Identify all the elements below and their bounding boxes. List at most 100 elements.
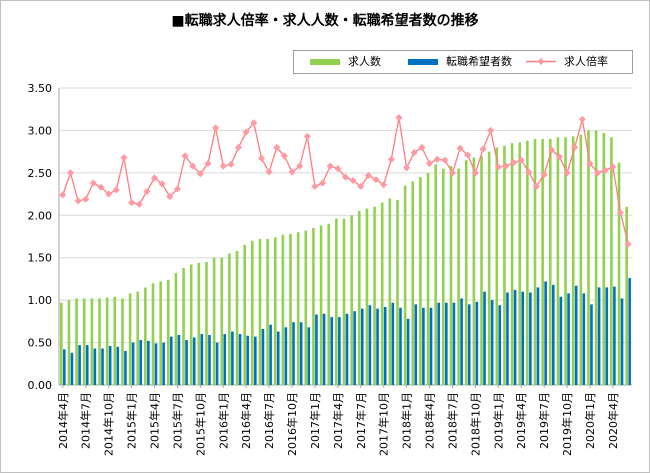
legend-label-ratio: 求人倍率 xyxy=(564,55,608,68)
bar-seekers xyxy=(238,334,242,385)
bar-jobs xyxy=(319,225,323,385)
bar-seekers xyxy=(445,302,448,385)
bar-jobs xyxy=(396,200,399,385)
bar-seekers xyxy=(406,318,410,385)
legend-label-seekers: 転職希望者数 xyxy=(446,55,512,68)
ratio-point xyxy=(143,187,151,196)
bar-jobs xyxy=(82,298,86,385)
bar-jobs xyxy=(526,140,529,385)
ratio-point xyxy=(609,163,617,171)
bar-jobs xyxy=(350,215,353,385)
bar-jobs xyxy=(90,298,94,385)
ratio-point xyxy=(433,155,441,163)
x-tick-label: 2017年10月 xyxy=(377,392,391,456)
chart-title: ■転職求人倍率・求人人数・転職希望者数の推移 xyxy=(171,13,479,29)
bar-jobs xyxy=(541,138,544,385)
x-tick-label: 2019年1月 xyxy=(491,392,505,449)
bar-jobs xyxy=(365,208,369,385)
bar-seekers xyxy=(208,334,211,385)
bar-jobs xyxy=(128,293,132,385)
bar-seekers xyxy=(376,308,379,385)
x-tick-label: 2016年10月 xyxy=(285,392,299,456)
ratio-point xyxy=(525,168,533,176)
x-tick-label: 2016年7月 xyxy=(262,392,276,449)
bar-seekers xyxy=(360,308,364,385)
ratio-point xyxy=(372,176,380,184)
bar-seekers xyxy=(169,336,173,385)
ratio-point xyxy=(555,153,563,161)
ratio-point xyxy=(189,162,197,170)
bar-jobs xyxy=(212,257,216,385)
ratio-point xyxy=(181,152,189,160)
bar-seekers xyxy=(353,311,356,385)
bar-jobs xyxy=(411,181,415,385)
bar-seekers xyxy=(254,336,257,385)
y-tick-label: 0.50 xyxy=(28,337,53,350)
bar-jobs xyxy=(67,300,71,385)
ratio-point xyxy=(319,179,327,187)
bar-seekers xyxy=(162,342,165,385)
bar-jobs xyxy=(518,142,522,385)
ratio-point xyxy=(219,162,227,170)
ratio-point xyxy=(242,128,250,136)
bar-seekers xyxy=(139,340,143,385)
bar-seekers xyxy=(414,304,418,385)
x-tick-label: 2015年1月 xyxy=(125,392,139,449)
bar-jobs xyxy=(487,151,491,385)
bar-seekers xyxy=(101,348,104,385)
ratio-point xyxy=(265,168,273,176)
bar-seekers xyxy=(429,307,433,385)
bar-jobs xyxy=(98,298,101,385)
bar-jobs xyxy=(434,164,437,385)
bar-seekers xyxy=(521,291,525,385)
x-tick-label: 2018年10月 xyxy=(468,392,482,456)
y-tick-label: 1.50 xyxy=(28,252,53,265)
bar-seekers xyxy=(154,343,158,385)
legend-swatch-jobs xyxy=(310,59,340,65)
bar-seekers xyxy=(299,322,303,385)
ratio-point xyxy=(349,176,357,185)
bar-seekers xyxy=(276,331,280,385)
ratio-point xyxy=(89,179,97,187)
bar-jobs xyxy=(75,298,78,385)
ratio-point xyxy=(303,132,311,140)
ratio-point xyxy=(578,115,586,123)
ratio-point xyxy=(334,165,342,173)
ratio-point xyxy=(548,146,556,154)
ratio-point xyxy=(387,155,395,163)
bar-seekers xyxy=(483,291,486,385)
bar-seekers xyxy=(185,340,188,385)
bar-seekers xyxy=(78,345,81,385)
ratio-point xyxy=(571,143,579,151)
x-tick-label: 2018年1月 xyxy=(400,392,414,449)
bar-seekers xyxy=(315,314,318,385)
bar-jobs xyxy=(174,272,178,385)
bar-jobs xyxy=(273,237,277,385)
bar-jobs xyxy=(251,240,254,385)
ratio-point xyxy=(196,170,204,178)
ratio-point xyxy=(273,143,281,151)
ratio-point xyxy=(234,143,243,151)
bar-jobs xyxy=(243,244,246,385)
x-tick-label: 2017年1月 xyxy=(308,392,322,449)
bar-seekers xyxy=(475,301,479,385)
bar-jobs xyxy=(480,155,483,385)
ratio-point xyxy=(135,200,143,208)
bar-jobs xyxy=(220,257,224,385)
bar-seekers xyxy=(529,292,532,385)
bar-seekers xyxy=(559,296,563,385)
bar-jobs xyxy=(579,134,583,385)
bar-seekers xyxy=(177,334,181,385)
bar-seekers xyxy=(93,348,97,385)
bar-jobs xyxy=(587,130,590,385)
ratio-point xyxy=(74,197,82,205)
bar-jobs xyxy=(373,206,376,385)
bar-jobs xyxy=(472,157,476,385)
bar-jobs xyxy=(151,283,155,385)
bar-seekers xyxy=(551,284,555,385)
bar-jobs xyxy=(342,218,346,385)
bar-seekers xyxy=(567,293,570,385)
bar-seekers xyxy=(192,337,196,385)
ratio-point xyxy=(166,193,174,201)
